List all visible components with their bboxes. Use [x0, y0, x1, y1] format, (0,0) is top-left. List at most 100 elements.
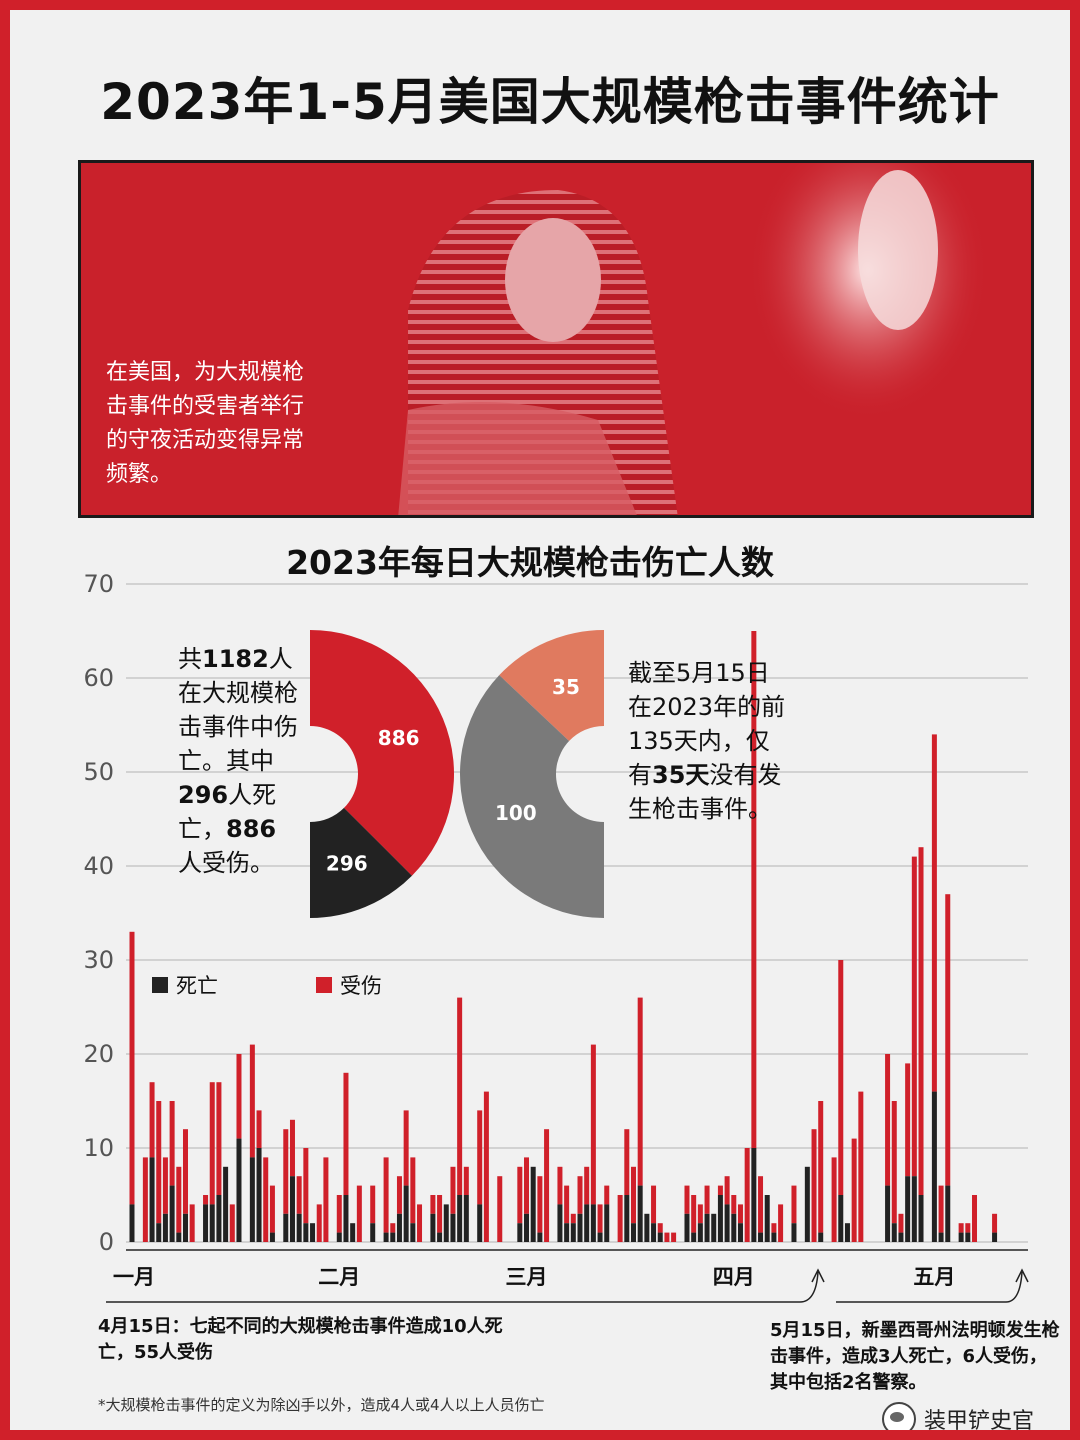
bar-injured: [938, 1185, 944, 1233]
bar-killed: [938, 1232, 944, 1242]
bar-injured: [483, 1091, 489, 1242]
bar-injured: [885, 1054, 891, 1186]
bar-injured: [209, 1082, 215, 1205]
bar-injured: [945, 894, 951, 1186]
x-month-label: 一月: [113, 1265, 155, 1289]
bar-injured: [336, 1195, 342, 1233]
bar-injured: [176, 1166, 182, 1233]
bar-killed: [517, 1223, 523, 1242]
bar-injured: [570, 1213, 576, 1224]
bar-injured: [972, 1195, 978, 1242]
bar-killed: [336, 1232, 342, 1242]
bar-killed: [450, 1213, 456, 1242]
bar-killed: [396, 1213, 402, 1242]
event-days-donut-slice-label: 35: [552, 675, 580, 699]
y-tick-label: 50: [83, 758, 114, 786]
bar-injured: [831, 1157, 837, 1242]
total-casualty-text: 共1182人在大规模枪击事件中伤亡。其中296人死亡，886人受伤。: [178, 645, 298, 877]
may15-bracket: [836, 1271, 1023, 1303]
bar-injured: [390, 1223, 396, 1233]
bar-injured: [744, 1148, 750, 1242]
account-watermark: 装甲铲史官: [881, 1402, 1034, 1434]
legend-killed: 死亡: [152, 970, 218, 1000]
definition-footnote: *大规模枪击事件的定义为除凶手以外，造成4人或4人以上人员伤亡: [98, 1396, 545, 1414]
bar-injured: [891, 1101, 897, 1224]
watermark-label: 装甲铲史官: [923, 1409, 1034, 1434]
bar-injured: [437, 1195, 443, 1233]
bar-killed: [570, 1223, 576, 1242]
bar-injured: [731, 1195, 737, 1214]
photo-caption: 在美国，为大规模枪击事件的受害者举行的守夜活动变得异常频繁。: [106, 360, 305, 487]
bar-injured: [229, 1204, 235, 1242]
bar-killed: [731, 1213, 737, 1242]
bar-injured: [463, 1166, 469, 1195]
bar-killed: [691, 1232, 697, 1242]
bar-injured: [958, 1223, 964, 1233]
bar-killed: [530, 1166, 536, 1242]
bar-killed: [443, 1204, 449, 1242]
bar-killed: [203, 1204, 209, 1242]
bar-killed: [223, 1166, 229, 1242]
legend-killed-label: 死亡: [176, 974, 218, 998]
bar-killed: [256, 1148, 262, 1242]
y-tick-label: 70: [83, 570, 114, 598]
bar-killed: [457, 1195, 463, 1242]
bar-injured: [691, 1195, 697, 1233]
bar-injured: [911, 856, 917, 1177]
bar-killed: [269, 1232, 275, 1242]
y-tick-label: 40: [83, 852, 114, 880]
bar-killed: [965, 1232, 971, 1242]
bar-injured: [149, 1082, 155, 1158]
bar-killed: [390, 1232, 396, 1242]
x-month-label: 四月: [713, 1265, 755, 1289]
bar-injured: [851, 1138, 857, 1242]
bar-injured: [216, 1082, 222, 1195]
bar-killed: [584, 1204, 590, 1242]
x-month-label: 五月: [913, 1265, 955, 1289]
bar-killed: [657, 1232, 663, 1242]
bar-killed: [403, 1185, 409, 1242]
killed-injured-donut-slice-label: 296: [326, 852, 368, 876]
bar-injured: [624, 1129, 630, 1195]
bar-killed: [249, 1157, 255, 1242]
bar-injured: [517, 1166, 523, 1224]
y-tick-label: 0: [99, 1228, 114, 1256]
bar-injured: [417, 1204, 423, 1242]
bar-killed: [758, 1232, 764, 1242]
bar-injured: [664, 1232, 670, 1242]
bar-killed: [350, 1223, 356, 1242]
bar-injured: [316, 1204, 322, 1242]
bar-injured: [758, 1176, 764, 1233]
legend-injured: 受伤: [316, 970, 382, 1000]
bar-killed: [751, 1148, 757, 1242]
bar-killed: [149, 1157, 155, 1242]
bar-killed: [791, 1223, 797, 1242]
bar-killed: [684, 1213, 690, 1242]
bar-killed: [898, 1232, 904, 1242]
bar-killed: [764, 1195, 770, 1242]
bar-injured: [918, 847, 924, 1195]
event-days-donut-slice: [460, 675, 604, 918]
bar-injured: [142, 1157, 148, 1242]
bar-injured: [838, 960, 844, 1195]
killed-injured-donut-slice: [310, 807, 412, 918]
bar-injured: [697, 1204, 703, 1224]
bar-killed: [557, 1204, 563, 1242]
bar-injured: [162, 1157, 168, 1214]
bar-killed: [437, 1232, 443, 1242]
bar-injured: [590, 1044, 596, 1205]
bar-killed: [156, 1223, 162, 1242]
bar-killed: [885, 1185, 891, 1242]
bar-killed: [771, 1232, 777, 1242]
bar-injured: [931, 734, 937, 1092]
bar-injured: [617, 1195, 623, 1242]
may15-arrow-icon: [1015, 1268, 1029, 1283]
no-event-days-text: 截至5月15日在2023年的前135天内，仅有35天没有发生枪击事件。: [628, 659, 786, 823]
bar-killed: [430, 1213, 436, 1242]
bar-injured: [630, 1166, 636, 1224]
daily-casualty-chart: 0 10 20 30 40 50 60 70 一月 二月 三月 四月 五月 886 296 35 100: [83, 570, 1029, 1303]
bar-killed: [463, 1195, 469, 1242]
bar-killed: [624, 1195, 630, 1242]
y-tick-label: 20: [83, 1040, 114, 1068]
bar-injured: [182, 1129, 188, 1214]
